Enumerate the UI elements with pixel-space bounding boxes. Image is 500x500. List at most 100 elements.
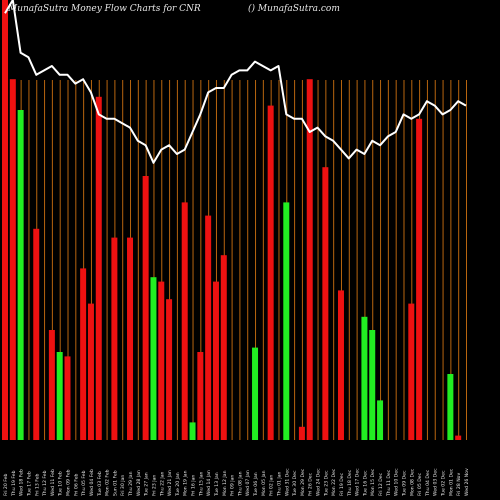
- x-tick-label: Fri 26 Dec: [308, 472, 314, 496]
- money-flow-bar: [9, 79, 16, 440]
- money-flow-bar: [181, 202, 188, 440]
- x-tick-label: Tue 10 Feb: [58, 471, 64, 497]
- money-flow-bar: [408, 303, 415, 440]
- chart-title: MunafaSutra Money Flow Charts for CNR: [7, 4, 201, 14]
- x-tick-label: Fri 23 Jan: [151, 475, 157, 496]
- x-tick-label: Mon 19 Jan: [183, 470, 189, 496]
- x-tick-label: Thu 18 Dec: [347, 469, 353, 497]
- money-flow-bar: [337, 290, 344, 440]
- chart-subtitle: () MunafaSutra.com: [248, 3, 340, 14]
- x-tick-label: Tue 27 Jan: [144, 472, 150, 497]
- money-flow-bar: [447, 374, 454, 440]
- x-tick-label: Wed 04 Feb: [89, 469, 95, 496]
- money-flow-bar: [87, 303, 94, 440]
- money-flow-bar: [205, 215, 212, 440]
- x-tick-label: Thu 29 Jan: [128, 471, 134, 497]
- x-tick-label: Fri 06 Feb: [73, 474, 79, 496]
- x-tick-label: Fri 30 Jan: [120, 475, 126, 496]
- money-flow-bars: [2, 0, 462, 441]
- x-tick-label: Fri 28 Nov: [456, 473, 462, 496]
- money-flow-bar: [306, 79, 313, 440]
- x-tick-label: Wed 11 Feb: [50, 469, 56, 496]
- money-flow-bar: [150, 277, 157, 440]
- money-flow-bar: [197, 352, 204, 440]
- x-tick-label: Mon 29 Dec: [300, 468, 306, 496]
- x-tick-label: Thu 12 Feb: [42, 470, 48, 497]
- money-flow-line: [4, 0, 467, 164]
- x-tick-label: Tue 23 Dec: [323, 470, 329, 497]
- money-flow-bar: [377, 400, 384, 440]
- x-tick-label: Fri 02 Jan: [269, 475, 275, 496]
- x-tick-label: Mon 02 Feb: [105, 469, 111, 496]
- money-flow-bar: [455, 435, 462, 440]
- x-tick-label: Wed 18 Feb: [19, 469, 25, 496]
- x-tick-label: Wed 26 Nov: [464, 468, 470, 496]
- x-tick-label: Tue 20 Jan: [175, 472, 181, 497]
- money-flow-bar: [252, 347, 259, 440]
- money-flow-bar: [283, 202, 290, 440]
- money-flow-bar: [361, 316, 368, 440]
- x-tick-label: Fri 19 Dec: [339, 472, 345, 496]
- x-tick-label: Fri 13 Feb: [34, 474, 40, 496]
- money-flow-bar: [56, 352, 63, 440]
- money-flow-bar: [33, 228, 40, 440]
- money-flow-bar: [189, 422, 196, 440]
- x-tick-label: Wed 21 Jan: [167, 470, 173, 496]
- money-flow-bar: [322, 167, 329, 440]
- money-flow-bar: [298, 426, 305, 440]
- x-tick-label: Mon 09 Feb: [66, 469, 72, 496]
- x-tick-label: Tue 06 Jan: [253, 472, 259, 497]
- x-tick-label: Sun 01 Feb: [112, 470, 118, 496]
- money-flow-bar: [220, 255, 227, 440]
- x-tick-label: Tue 02 Dec: [441, 470, 447, 497]
- x-axis-tick-labels: Fri 20 Feb Thu 19 Feb Wed 18 Feb Tue 17 Feb…: [3, 468, 470, 497]
- x-tick-label: Thu 04 Dec: [425, 469, 431, 497]
- money-flow-bar: [48, 330, 55, 440]
- x-tick-label: Wed 31 Dec: [284, 468, 290, 496]
- x-tick-label: Thu 22 Jan: [159, 471, 165, 497]
- money-flow-bar: [369, 330, 376, 440]
- x-tick-label: Wed 17 Dec: [355, 468, 361, 496]
- x-tick-label: Tue 09 Dec: [401, 470, 407, 497]
- x-tick-label: Mon 15 Dec: [370, 468, 376, 496]
- x-tick-label: Wed 28 Jan: [136, 470, 142, 496]
- money-flow-bar: [127, 237, 134, 440]
- x-tick-label: Thu 08 Jan: [237, 471, 243, 497]
- money-flow-bar: [416, 118, 423, 441]
- x-tick-label: Tue 30 Dec: [292, 470, 298, 497]
- x-tick-label: Thu 19 Feb: [11, 470, 17, 497]
- money-flow-bar: [80, 268, 87, 440]
- x-tick-label: Fri 16 Jan: [191, 475, 197, 496]
- x-tick-label: Mon 12 Jan: [222, 470, 228, 496]
- x-tick-label: Fri 12 Dec: [378, 472, 384, 496]
- x-tick-label: Thu 15 Jan: [198, 471, 204, 497]
- x-tick-label: Wed 14 Jan: [206, 470, 212, 496]
- money-flow-bar: [17, 110, 24, 440]
- x-tick-label: Mon 22 Dec: [331, 468, 337, 496]
- x-tick-label: Thu 01 Jan: [276, 471, 282, 497]
- x-tick-label: Tue 03 Feb: [97, 471, 103, 497]
- money-flow-bar: [2, 0, 8, 440]
- x-tick-label: Tue 17 Feb: [26, 471, 32, 497]
- x-tick-label: Fri 09 Jan: [230, 475, 236, 496]
- x-tick-label: Tue 13 Jan: [214, 472, 220, 497]
- x-tick-label: Mon 01 Dec: [448, 468, 454, 496]
- money-flow-bar: [166, 299, 173, 440]
- x-tick-label: Wed 24 Dec: [316, 468, 322, 496]
- x-tick-label: Fri 05 Dec: [417, 472, 423, 496]
- money-flow-bar: [212, 281, 219, 440]
- x-tick-label: Wed 03 Dec: [433, 468, 439, 496]
- money-flow-bar: [111, 237, 118, 440]
- x-tick-label: Wed 07 Jan: [245, 470, 251, 496]
- x-tick-label: Mon 05 Jan: [261, 470, 267, 496]
- x-tick-label: Thu 05 Feb: [81, 470, 87, 497]
- money-flow-bar: [64, 356, 71, 440]
- x-tick-label: Fri 20 Feb: [3, 474, 9, 496]
- x-tick-label: Tue 16 Dec: [362, 470, 368, 497]
- x-tick-label: Mon 08 Dec: [409, 468, 415, 496]
- money-flow-bar: [95, 96, 102, 441]
- x-tick-label: Thu 11 Dec: [386, 469, 392, 497]
- money-flow-bar: [142, 176, 149, 440]
